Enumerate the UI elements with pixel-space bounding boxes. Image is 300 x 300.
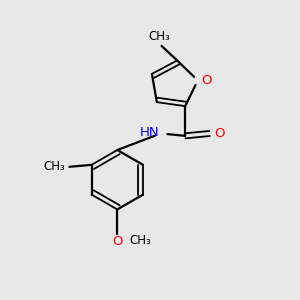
Text: O: O <box>112 235 123 248</box>
Text: CH₃: CH₃ <box>130 234 152 247</box>
Text: HN: HN <box>140 126 159 139</box>
Text: CH₃: CH₃ <box>148 30 170 43</box>
Text: O: O <box>214 127 224 140</box>
Text: CH₃: CH₃ <box>43 160 65 173</box>
Text: O: O <box>201 74 212 87</box>
